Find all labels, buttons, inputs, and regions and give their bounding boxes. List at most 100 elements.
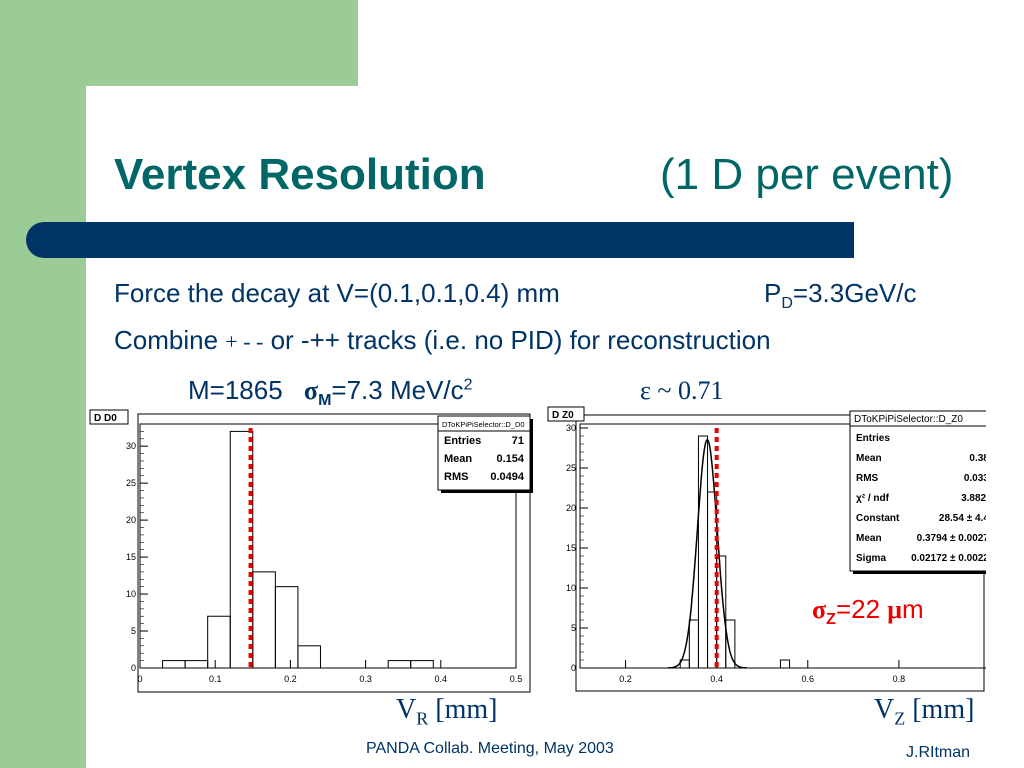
y-tick-label: 0 — [131, 663, 136, 673]
x-tick-label: 0.4 — [710, 674, 723, 684]
footer-meeting: PANDA Collab. Meeting, May 2003 — [366, 740, 614, 757]
histogram-id-box — [89, 409, 129, 425]
histogram-vz: D Z00510152025300.20.40.60.81DToKPiPiSel… — [547, 406, 986, 692]
efficiency-value: ε ~ 0.71 — [640, 376, 724, 405]
stats-title: DToKPiPiSelector::D_D0 — [442, 420, 525, 429]
green-border-left — [0, 0, 86, 768]
stats-key: RMS — [444, 471, 468, 483]
sigma-z-unit: m — [902, 594, 924, 624]
stats-value: 0.0494 — [490, 471, 525, 483]
combine-text: Combine — [114, 325, 219, 355]
line-mass: M=1865 σM=7.3 MeV/c2 — [188, 375, 473, 410]
y-tick-label: 25 — [126, 478, 136, 488]
y-tick-label: 5 — [571, 623, 576, 633]
sigma-symbol: σ — [303, 376, 319, 405]
sigma-z-annotation: σZ=22 μm — [812, 594, 924, 629]
histogram-bin — [274, 586, 299, 669]
y-tick-label: 5 — [131, 626, 136, 636]
title-underline-bar — [26, 222, 854, 258]
stats-key: Mean — [856, 533, 882, 544]
vr-unit: [mm] — [435, 694, 498, 725]
momentum-subscript: D — [781, 295, 793, 313]
vz-unit: [mm] — [912, 694, 975, 725]
stats-key: Sigma — [856, 553, 886, 564]
x-tick-label: 0 — [137, 674, 142, 684]
footer-author: J.RItman — [906, 744, 971, 761]
stats-key: Entries — [444, 435, 481, 447]
line-combine: Combine + - - or -++ tracks (i.e. no PID… — [114, 325, 771, 356]
y-tick-label: 10 — [126, 589, 136, 599]
histogram-bin — [229, 430, 254, 669]
green-border-top — [0, 0, 358, 86]
x-tick-label: 0.4 — [435, 674, 448, 684]
sigma-z-symbol: σ — [812, 595, 827, 624]
x-tick-label: 0.6 — [802, 674, 815, 684]
momentum-symbol: P — [764, 278, 782, 308]
sigma-z-value: =22 — [835, 594, 881, 624]
stats-box — [849, 410, 986, 572]
x-tick-label: 0.2 — [284, 674, 297, 684]
y-tick-label: 30 — [566, 423, 576, 433]
vz-symbol: V — [874, 694, 895, 725]
gaussian-fit-curve — [667, 438, 747, 669]
histogram-bin — [779, 659, 791, 669]
sigma-z-subscript: Z — [826, 611, 836, 629]
vz-subscript: Z — [894, 708, 906, 729]
stats-key: Mean — [444, 453, 472, 465]
y-tick-label: 20 — [566, 503, 576, 513]
stats-key: Entries — [856, 433, 890, 444]
charge-signs: + - - — [225, 329, 264, 354]
y-tick-label: 15 — [126, 552, 136, 562]
stats-key: χ² / ndf — [856, 493, 890, 504]
mu-symbol: μ — [887, 595, 903, 624]
slide-title: Vertex Resolution — [114, 150, 486, 199]
histogram-id-box — [547, 406, 585, 422]
histogram-bin — [410, 660, 434, 669]
force-decay-text: Force the decay at V=(0.1,0.1,0.4) mm — [114, 278, 560, 308]
stats-box — [437, 415, 531, 491]
x-axis-label-vz: VZ [mm] — [874, 694, 974, 730]
x-tick-label: 0.8 — [893, 674, 906, 684]
sigma-m-value: =7.3 MeV/c — [331, 375, 464, 405]
histogram-bin — [297, 645, 321, 669]
y-tick-label: 20 — [126, 515, 136, 525]
stats-value: 0.154 — [496, 453, 524, 465]
plot-frame — [139, 423, 517, 669]
stats-value: 0.03338 — [964, 473, 986, 484]
stats-key: Constant — [856, 513, 900, 524]
slide-subtitle: (1 D per event) — [660, 150, 954, 199]
sigma-subscript: M — [318, 392, 332, 410]
combine-rest: or -++ tracks (i.e. no PID) for reconstr… — [270, 325, 771, 355]
stats-key: Mean — [856, 453, 882, 464]
line-efficiency: ε ~ 0.71 — [640, 375, 723, 406]
line-force-decay: Force the decay at V=(0.1,0.1,0.4) mm — [114, 278, 560, 309]
line-momentum: PD=3.3GeV/c — [764, 278, 916, 313]
y-tick-label: 10 — [566, 583, 576, 593]
momentum-value: =3.3GeV/c — [792, 278, 917, 308]
power-superscript: 2 — [463, 376, 473, 394]
histogram-vr: D D0 0 5 10 15 20 25 30 0 0.1 0.2 0.3 0.4 0.5 DToKPiPi… — [89, 409, 533, 693]
x-axis-label-vr: VR [mm] — [396, 694, 497, 730]
stats-value: 28.54 ± 4.434 — [939, 513, 986, 524]
histogram-bin — [725, 619, 736, 669]
y-tick-label: 0 — [571, 663, 576, 673]
stats-value: 0.3794 ± 0.002793 — [917, 533, 986, 544]
y-tick-label: 30 — [126, 441, 136, 451]
x-tick-label: 0.3 — [359, 674, 372, 684]
stats-title: DToKPiPiSelector::D_Z0 — [854, 414, 963, 425]
histogram-id: D D0 — [94, 413, 117, 424]
histogram-id: D Z0 — [552, 410, 574, 421]
stats-value: 3.882 / 2 — [961, 493, 986, 504]
y-tick-label: 25 — [566, 463, 576, 473]
vr-symbol: V — [396, 694, 417, 725]
stats-value: 0.02172 ± 0.002215 — [911, 553, 986, 564]
stats-value: 0.3847 — [969, 453, 986, 464]
x-tick-label: 0.5 — [510, 674, 523, 684]
x-tick-label: 0.1 — [209, 674, 222, 684]
stats-value: 71 — [512, 435, 524, 447]
y-tick-label: 15 — [566, 543, 576, 553]
stats-key: RMS — [856, 473, 879, 484]
mass-value: M=1865 — [188, 375, 283, 405]
vr-subscript: R — [416, 708, 429, 729]
x-tick-label: 0.2 — [619, 674, 632, 684]
